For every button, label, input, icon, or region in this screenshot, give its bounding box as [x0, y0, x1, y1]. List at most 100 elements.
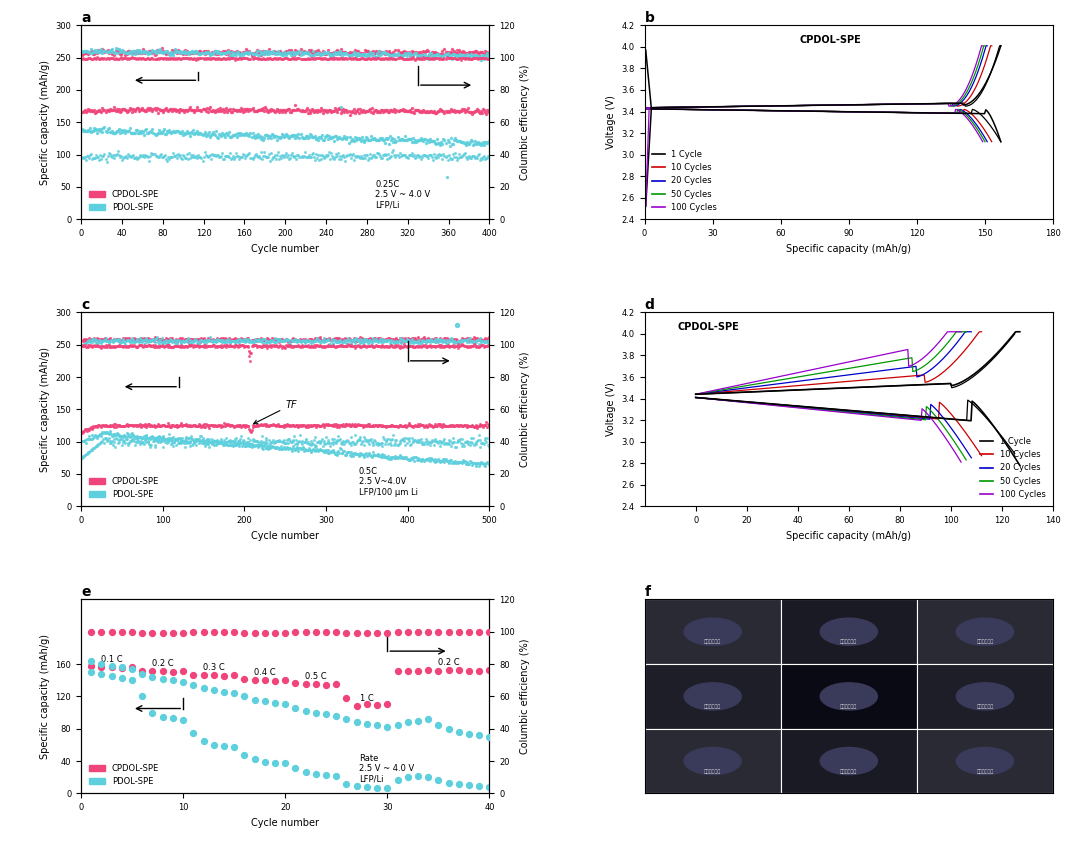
Point — [73, 339, 91, 353]
Point — [90, 336, 107, 349]
Point — [105, 427, 122, 441]
Point — [359, 338, 376, 352]
Point — [343, 46, 361, 60]
Point — [162, 437, 179, 451]
Point — [356, 47, 374, 61]
Point — [434, 338, 451, 352]
Point — [73, 425, 91, 439]
Point — [280, 442, 297, 456]
Point — [120, 45, 137, 58]
Point — [282, 338, 299, 352]
Point — [141, 439, 159, 452]
Point — [451, 45, 469, 58]
Point — [255, 145, 272, 159]
Point — [106, 332, 123, 345]
Point — [419, 133, 436, 147]
Point — [329, 444, 347, 457]
Point — [339, 446, 356, 459]
Point — [370, 148, 388, 161]
Point — [213, 432, 230, 446]
Point — [338, 447, 355, 461]
Point — [422, 338, 440, 352]
Point — [348, 447, 365, 461]
Point — [241, 51, 258, 65]
Point — [438, 51, 456, 65]
Point — [194, 418, 212, 431]
Point — [396, 419, 414, 432]
Point — [324, 436, 341, 449]
Point — [366, 103, 383, 116]
Point — [82, 125, 99, 138]
Point — [279, 339, 296, 353]
Point — [172, 149, 189, 162]
Point — [225, 334, 242, 348]
Point — [166, 433, 184, 446]
Bar — [781, 599, 917, 664]
Point — [340, 335, 357, 349]
Point — [225, 419, 242, 433]
Point — [458, 51, 475, 65]
Point — [178, 46, 195, 60]
Point — [334, 336, 351, 349]
Point — [108, 124, 125, 138]
Point — [282, 340, 299, 354]
Point — [109, 333, 126, 346]
Point — [382, 149, 400, 163]
Point — [318, 418, 335, 431]
Point — [156, 122, 173, 135]
Point — [98, 340, 116, 354]
Point — [82, 45, 99, 58]
Point — [389, 105, 406, 118]
Point — [366, 334, 383, 348]
Point — [390, 50, 407, 63]
Point — [170, 333, 187, 347]
Point — [197, 46, 214, 59]
Point — [310, 46, 327, 60]
Point — [281, 419, 298, 433]
Point — [131, 430, 148, 443]
Point — [323, 419, 340, 432]
Point — [94, 339, 111, 353]
Point — [465, 420, 483, 434]
Point — [478, 335, 496, 349]
Point — [164, 711, 181, 725]
Point — [103, 436, 120, 450]
Point — [82, 334, 99, 348]
Point — [429, 339, 446, 353]
Point — [121, 121, 138, 134]
Point — [247, 334, 265, 348]
Point — [392, 451, 409, 464]
Point — [248, 438, 266, 452]
Point — [111, 333, 129, 346]
Point — [379, 339, 396, 353]
Point — [432, 331, 449, 344]
Point — [341, 448, 359, 462]
Point — [384, 51, 402, 65]
Point — [213, 46, 230, 60]
Point — [308, 420, 325, 434]
Point — [288, 46, 306, 60]
Point — [333, 333, 350, 347]
Point — [120, 104, 137, 117]
Point — [215, 152, 232, 165]
Point — [442, 50, 459, 63]
Text: 武汉理工大学: 武汉理工大学 — [976, 769, 994, 774]
Point — [292, 441, 309, 455]
Point — [219, 434, 237, 447]
Point — [104, 333, 121, 347]
Point — [79, 446, 96, 460]
Point — [467, 105, 484, 118]
Point — [325, 433, 342, 446]
Point — [362, 332, 379, 345]
Point — [260, 339, 278, 353]
Point — [465, 456, 483, 469]
Point — [132, 436, 149, 449]
Point — [205, 419, 222, 432]
Point — [168, 339, 186, 353]
Point — [137, 436, 154, 449]
Point — [381, 333, 399, 346]
Point — [289, 435, 307, 448]
Point — [356, 339, 374, 353]
Point — [96, 333, 113, 346]
Point — [359, 131, 376, 144]
